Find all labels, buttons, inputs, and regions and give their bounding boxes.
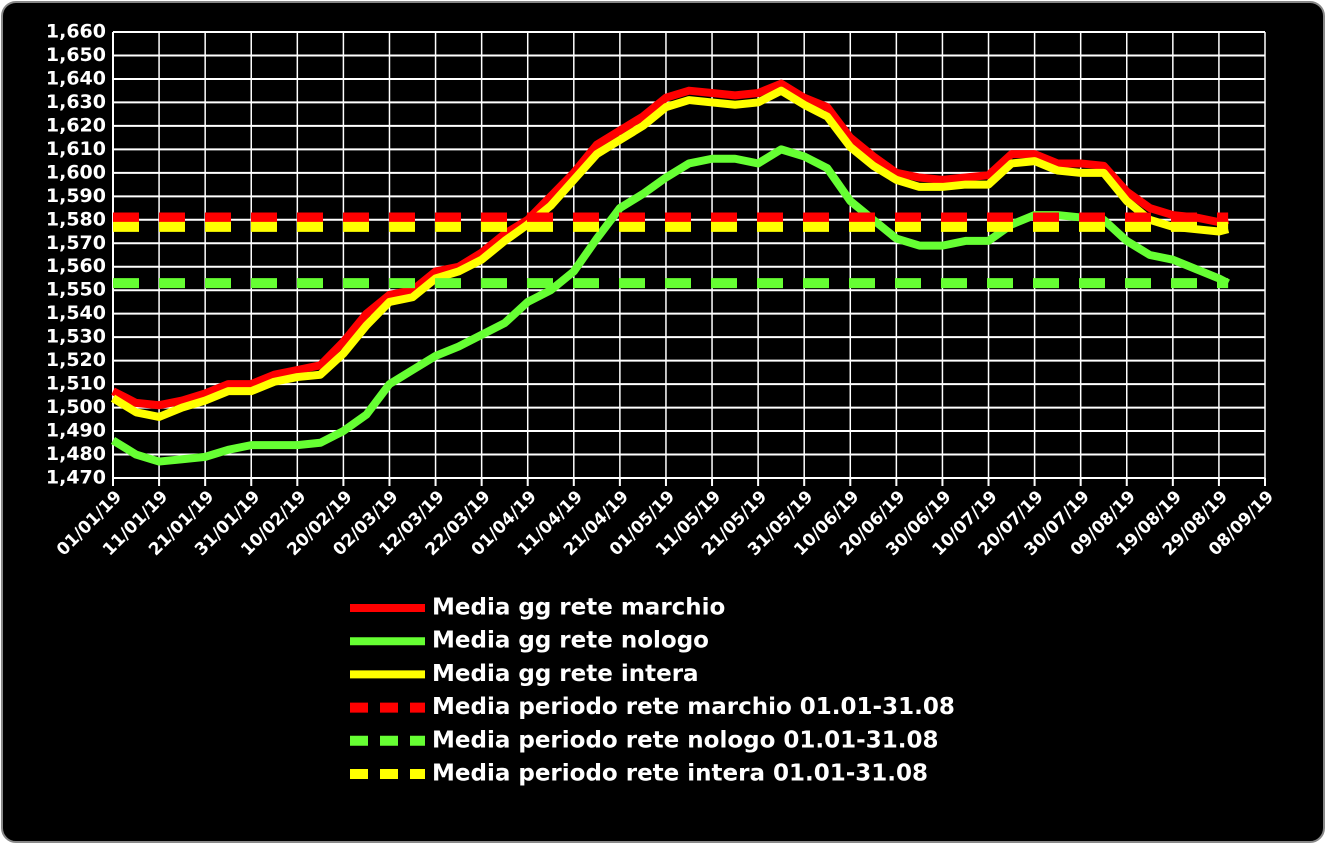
legend-label: Media gg rete nologo: [432, 628, 709, 654]
y-tick-label: 1,590: [46, 185, 106, 207]
y-tick-label: 1,630: [46, 91, 106, 113]
y-tick-label: 1,580: [46, 208, 106, 230]
y-tick-label: 1,570: [46, 232, 106, 254]
legend-label: Media periodo rete nologo 01.01-31.08: [432, 727, 938, 753]
y-tick-label: 1,530: [46, 326, 106, 348]
y-tick-label: 1,560: [46, 255, 106, 277]
y-tick-label: 1,620: [46, 114, 106, 136]
y-tick-label: 1,520: [46, 349, 106, 371]
y-tick-label: 1,490: [46, 420, 106, 442]
y-tick-label: 1,660: [46, 21, 106, 43]
y-tick-label: 1,480: [46, 443, 106, 465]
y-tick-label: 1,470: [46, 467, 106, 489]
series-line: [110, 86, 1230, 421]
y-tick-label: 1,500: [46, 396, 106, 418]
legend-label: Media periodo rete intera 01.01-31.08: [432, 761, 928, 787]
y-tick-label: 1,600: [46, 161, 106, 183]
y-tick-label: 1,540: [46, 302, 106, 324]
legend-label: Media gg rete intera: [432, 661, 699, 687]
y-tick-label: 1,550: [46, 279, 106, 301]
y-tick-label: 1,640: [46, 67, 106, 89]
legend-label: Media periodo rete marchio 01.01-31.08: [432, 694, 955, 720]
y-tick-label: 1,650: [46, 44, 106, 66]
y-tick-label: 1,510: [46, 373, 106, 395]
series-line: [111, 79, 1230, 410]
legend-label: Media gg rete marchio: [432, 595, 725, 621]
y-tick-label: 1,610: [46, 138, 106, 160]
